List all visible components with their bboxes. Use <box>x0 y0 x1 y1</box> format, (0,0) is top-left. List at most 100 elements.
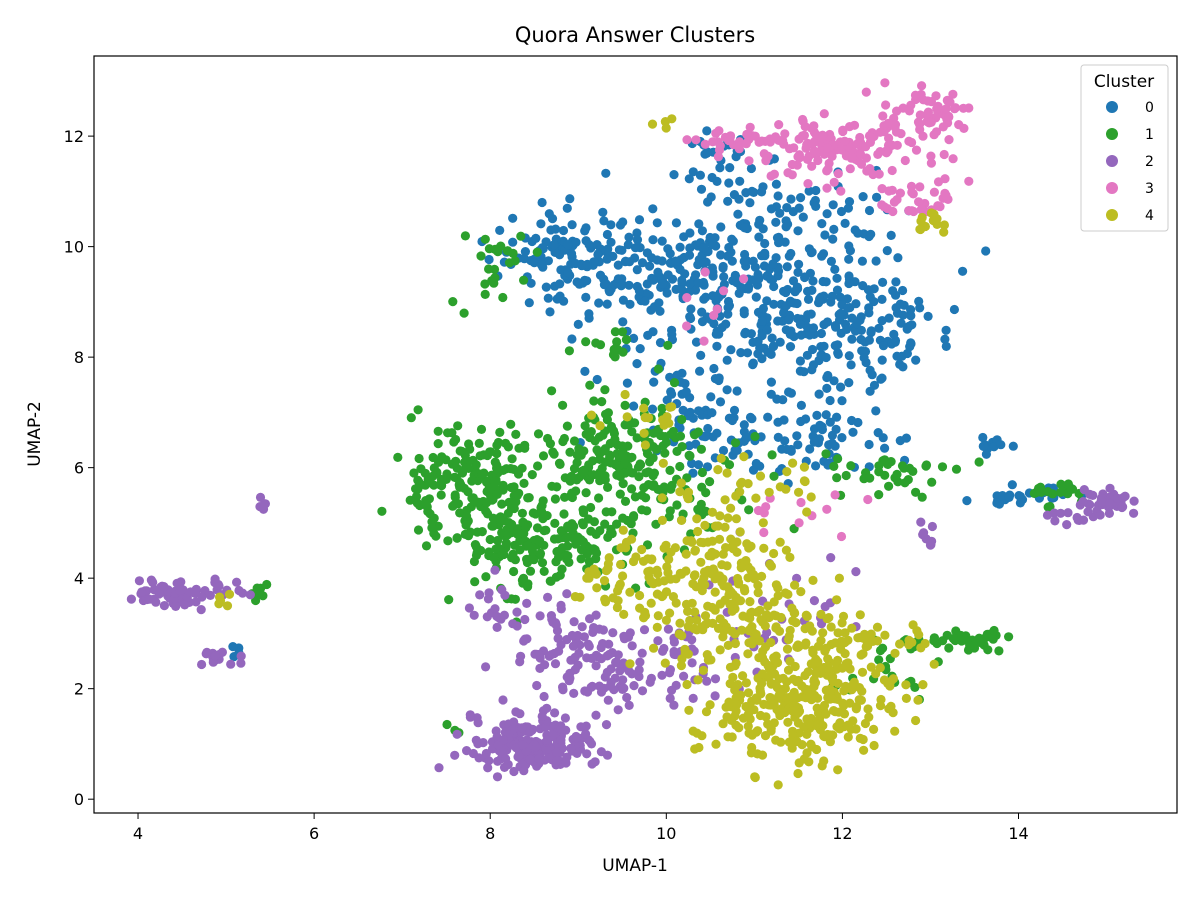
point-cluster-2 <box>450 750 460 760</box>
point-cluster-4 <box>811 669 821 679</box>
point-cluster-1 <box>974 457 984 467</box>
point-cluster-2 <box>1074 515 1084 526</box>
point-cluster-1 <box>948 634 959 644</box>
point-cluster-4 <box>728 589 738 600</box>
point-cluster-2 <box>236 651 246 661</box>
point-cluster-0 <box>757 354 767 364</box>
point-cluster-3 <box>863 494 873 505</box>
legend-label: 4 <box>1145 208 1154 224</box>
point-cluster-0 <box>581 292 591 302</box>
point-cluster-4 <box>707 547 717 558</box>
point-cluster-3 <box>892 106 902 116</box>
point-cluster-1 <box>589 517 600 527</box>
point-cluster-2 <box>624 700 634 711</box>
point-cluster-0 <box>758 224 768 234</box>
point-cluster-2 <box>512 607 522 617</box>
point-cluster-4 <box>819 700 830 711</box>
point-cluster-4 <box>683 606 693 617</box>
point-cluster-2 <box>245 590 255 600</box>
point-cluster-3 <box>904 106 915 116</box>
point-cluster-1 <box>563 551 573 561</box>
point-cluster-0 <box>780 436 790 446</box>
point-cluster-2 <box>667 685 677 695</box>
point-cluster-0 <box>842 324 852 334</box>
point-cluster-0 <box>864 335 875 345</box>
point-cluster-1 <box>444 595 454 605</box>
point-cluster-0 <box>811 185 821 196</box>
point-cluster-0 <box>701 292 711 302</box>
point-cluster-0 <box>773 417 783 427</box>
point-cluster-0 <box>645 261 655 271</box>
point-cluster-4 <box>915 224 925 234</box>
point-cluster-0 <box>762 296 772 306</box>
point-cluster-0 <box>874 323 884 333</box>
point-cluster-4 <box>801 610 811 620</box>
point-cluster-4 <box>708 564 718 574</box>
point-cluster-4 <box>700 611 711 621</box>
point-cluster-1 <box>262 579 272 590</box>
legend-entry-1: 1 <box>1106 127 1154 143</box>
point-cluster-0 <box>769 299 779 309</box>
point-cluster-0 <box>654 298 664 308</box>
point-cluster-0 <box>829 376 839 386</box>
point-cluster-0 <box>795 319 806 329</box>
point-cluster-0 <box>808 276 818 286</box>
legend-label: 2 <box>1145 154 1154 170</box>
point-cluster-4 <box>711 739 721 749</box>
point-cluster-0 <box>864 439 874 450</box>
point-cluster-3 <box>734 142 744 152</box>
point-cluster-4 <box>787 743 797 753</box>
point-cluster-0 <box>739 420 749 430</box>
point-cluster-1 <box>451 434 461 445</box>
point-cluster-4 <box>715 614 725 624</box>
point-cluster-1 <box>571 539 581 549</box>
point-cluster-2 <box>587 653 597 664</box>
point-cluster-1 <box>696 499 706 509</box>
point-cluster-4 <box>793 718 804 728</box>
point-cluster-2 <box>538 706 549 716</box>
point-cluster-2 <box>582 749 592 759</box>
point-cluster-2 <box>434 763 444 773</box>
point-cluster-4 <box>625 587 635 597</box>
point-cluster-4 <box>760 731 771 741</box>
point-cluster-1 <box>634 472 644 482</box>
point-cluster-1 <box>533 429 544 439</box>
point-cluster-0 <box>898 285 908 296</box>
point-cluster-4 <box>818 721 828 731</box>
point-cluster-1 <box>433 439 443 449</box>
point-cluster-1 <box>457 468 468 478</box>
point-cluster-0 <box>751 458 761 469</box>
point-cluster-2 <box>1095 510 1105 520</box>
point-cluster-0 <box>543 293 553 303</box>
point-cluster-4 <box>759 543 769 553</box>
point-cluster-1 <box>617 441 628 451</box>
point-cluster-0 <box>593 249 603 260</box>
point-cluster-1 <box>573 532 583 542</box>
point-cluster-0 <box>740 223 750 233</box>
point-cluster-0 <box>714 292 724 302</box>
point-cluster-1 <box>878 643 888 653</box>
point-cluster-2 <box>514 750 524 761</box>
point-cluster-4 <box>928 215 938 226</box>
point-cluster-4 <box>737 625 747 635</box>
point-cluster-0 <box>700 432 710 442</box>
point-cluster-0 <box>825 417 835 427</box>
point-cluster-0 <box>665 249 675 259</box>
point-cluster-4 <box>760 621 770 631</box>
point-cluster-4 <box>625 659 635 669</box>
point-cluster-4 <box>806 659 816 669</box>
point-cluster-0 <box>766 377 777 387</box>
point-cluster-2 <box>1079 485 1089 495</box>
point-cluster-4 <box>701 707 712 717</box>
point-cluster-0 <box>573 319 583 329</box>
point-cluster-3 <box>822 504 832 514</box>
point-cluster-0 <box>878 341 889 351</box>
point-cluster-4 <box>697 586 707 596</box>
point-cluster-2 <box>596 747 607 757</box>
point-cluster-1 <box>581 488 591 498</box>
point-cluster-3 <box>875 147 885 157</box>
point-cluster-2 <box>569 617 579 627</box>
x-tick-label: 6 <box>309 824 319 843</box>
point-cluster-4 <box>787 706 798 716</box>
point-cluster-0 <box>555 279 565 289</box>
